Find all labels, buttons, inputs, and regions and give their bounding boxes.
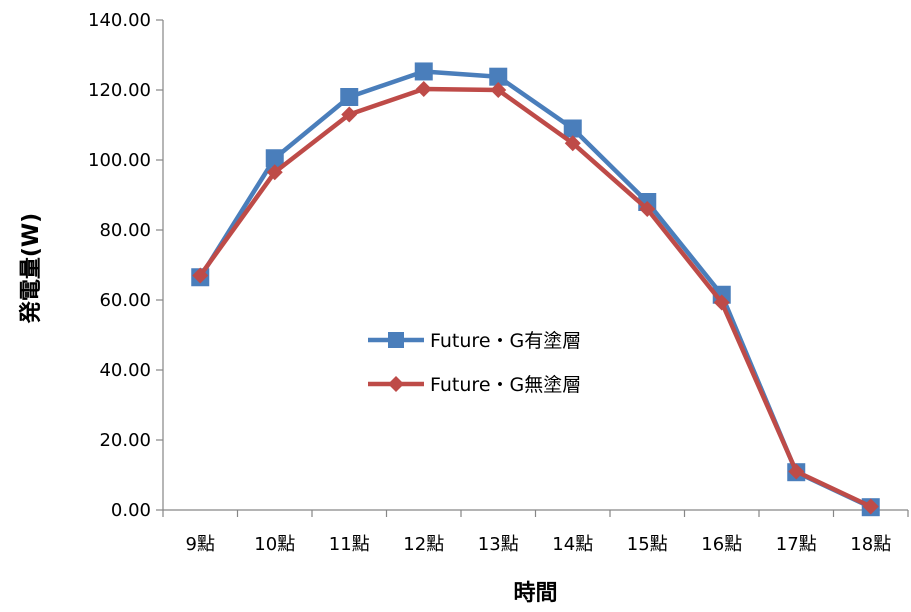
series-line-1	[198, 69, 872, 510]
data-point-diamond	[862, 498, 879, 515]
x-tick-label: 18點	[850, 534, 891, 555]
data-point-square	[489, 67, 508, 86]
y-tick-label: 140.00	[88, 10, 151, 31]
y-axis-title: 発電量(W)	[19, 213, 44, 324]
x-axis-title: 時間	[513, 581, 557, 606]
data-point-diamond	[415, 80, 432, 97]
x-tick-label: 9點	[186, 534, 215, 555]
x-tick-label: 13點	[478, 534, 519, 555]
legend-marker-diamond	[388, 376, 404, 392]
data-point-diamond	[639, 201, 656, 217]
data-point-square	[563, 119, 582, 138]
legend-label: Future・G無塗層	[430, 373, 581, 396]
data-point-diamond	[564, 135, 581, 152]
data-point-diamond	[341, 106, 358, 123]
legend-marker-square	[388, 332, 404, 348]
legend: Future・G有塗層 Future・G無塗層	[368, 329, 581, 396]
data-point-diamond	[266, 164, 283, 181]
y-tick-label: 40.00	[99, 360, 151, 381]
x-tick-label: 17點	[776, 534, 817, 555]
data-point-diamond	[788, 463, 805, 480]
x-tick-label: 16點	[701, 534, 742, 555]
y-tick-label: 100.00	[88, 150, 151, 171]
y-tick-label: 120.00	[88, 80, 151, 101]
data-point-square	[340, 88, 359, 106]
y-tick-label: 0.00	[111, 500, 151, 521]
x-tick-label: 10點	[254, 534, 295, 555]
series-line-2	[198, 86, 872, 509]
y-axis: 0.00 20.00 40.00 60.00 80.00 100.00 120.00 140.…	[88, 10, 164, 521]
y-tick-label: 80.00	[99, 220, 151, 241]
series-layer	[191, 62, 880, 517]
data-point-diamond	[713, 294, 730, 311]
legend-label: Future・G有塗層	[430, 329, 581, 352]
data-point-square	[265, 149, 284, 168]
x-axis: 9點 10點 11點 12點 13點 14點 15點 16點 17點 18點	[162, 509, 909, 555]
data-point-diamond	[192, 267, 209, 284]
x-tick-label: 15點	[627, 534, 668, 555]
x-tick-label: 12點	[403, 534, 444, 555]
data-point-square	[414, 62, 433, 81]
y-tick-label: 20.00	[99, 430, 151, 451]
x-tick-label: 14點	[552, 534, 593, 555]
x-tick-label: 11點	[329, 534, 370, 555]
y-tick-label: 60.00	[99, 290, 151, 311]
data-point-diamond	[490, 82, 507, 98]
